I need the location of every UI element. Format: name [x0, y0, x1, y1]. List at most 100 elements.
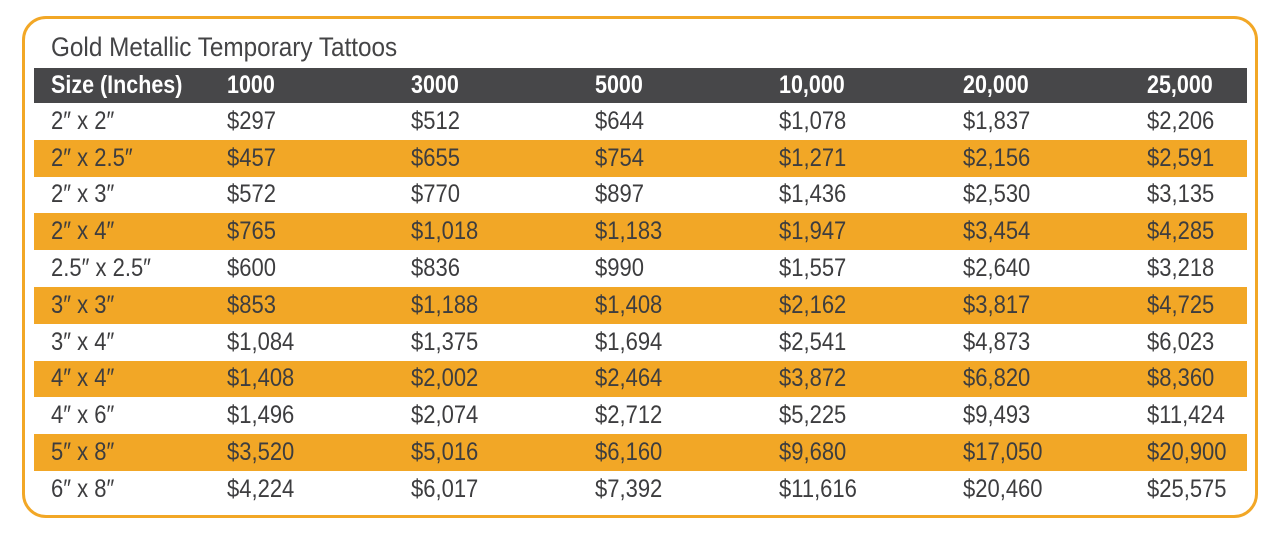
price-cell: $1,557 — [779, 250, 963, 287]
price-cell: $3,520 — [227, 434, 411, 471]
table-header-row: Size (Inches) 1000 3000 5000 10,000 20,000 25,… — [34, 68, 1247, 103]
price-value: $836 — [411, 254, 460, 283]
table-row: 3″ x 4″ $1,084 $1,375 $1,694 $2,541 $4,873 $6,… — [34, 324, 1247, 361]
price-cell: $644 — [595, 103, 779, 140]
price-value: $3,817 — [963, 290, 1031, 319]
price-cell: $6,160 — [595, 434, 779, 471]
column-header-label: 10,000 — [779, 71, 845, 99]
price-cell: $20,900 — [1147, 434, 1247, 471]
price-value: $1,408 — [227, 364, 295, 393]
price-cell: $990 — [595, 250, 779, 287]
table-row: 4″ x 6″ $1,496 $2,074 $2,712 $5,225 $9,493 $11… — [34, 397, 1247, 434]
price-value: $1,271 — [779, 143, 847, 172]
price-cell: $1,496 — [227, 397, 411, 434]
price-value: $25,575 — [1147, 474, 1227, 503]
price-value: $17,050 — [963, 438, 1043, 467]
size-label: 2″ x 2.5″ — [51, 143, 133, 172]
price-cell: $2,712 — [595, 397, 779, 434]
column-header-label: 20,000 — [963, 71, 1029, 99]
price-value: $1,018 — [411, 217, 479, 246]
table-row: 3″ x 3″ $853 $1,188 $1,408 $2,162 $3,817 $4,72… — [34, 286, 1247, 324]
column-header: 5000 — [595, 68, 779, 103]
price-cell: $765 — [227, 213, 411, 251]
price-value: $297 — [227, 106, 276, 135]
price-value: $20,460 — [963, 474, 1043, 503]
price-value: $1,947 — [779, 217, 847, 246]
price-value: $6,023 — [1147, 327, 1215, 356]
column-header: 25,000 — [1147, 68, 1247, 103]
size-cell: 2.5″ x 2.5″ — [34, 250, 227, 287]
price-value: $7,392 — [595, 474, 663, 503]
column-header-label: 3000 — [411, 71, 459, 99]
price-cell: $2,206 — [1147, 103, 1247, 140]
price-cell: $4,285 — [1147, 213, 1247, 251]
price-cell: $11,616 — [779, 471, 963, 508]
price-value: $3,135 — [1147, 180, 1215, 209]
price-value: $1,837 — [963, 106, 1031, 135]
price-value: $457 — [227, 143, 276, 172]
price-cell: $5,225 — [779, 397, 963, 434]
price-cell: $457 — [227, 139, 411, 177]
price-cell: $25,575 — [1147, 471, 1247, 508]
price-value: $6,160 — [595, 438, 663, 467]
size-cell: 2″ x 2.5″ — [34, 139, 227, 177]
price-cell: $1,271 — [779, 139, 963, 177]
price-value: $1,084 — [227, 327, 295, 356]
table-body: 2″ x 2″ $297 $512 $644 $1,078 $1,837 $2,206 2″ … — [34, 103, 1247, 508]
price-value: $2,530 — [963, 180, 1031, 209]
column-header-label: 25,000 — [1147, 71, 1213, 99]
price-value: $765 — [227, 217, 276, 246]
column-header: Size (Inches) — [34, 68, 227, 103]
price-value: $512 — [411, 106, 460, 135]
price-cell: $1,408 — [595, 286, 779, 324]
price-value: $4,224 — [227, 474, 295, 503]
price-value: $2,206 — [1147, 106, 1215, 135]
price-value: $990 — [595, 254, 644, 283]
size-label: 4″ x 4″ — [51, 364, 115, 393]
size-cell: 5″ x 8″ — [34, 434, 227, 471]
price-cell: $1,408 — [227, 360, 411, 398]
price-value: $1,408 — [595, 290, 663, 319]
price-value: $9,680 — [779, 438, 847, 467]
price-cell: $2,074 — [411, 397, 595, 434]
price-table-card: Gold Metallic Temporary Tattoos Size (In… — [22, 16, 1258, 518]
size-cell: 6″ x 8″ — [34, 471, 227, 508]
price-value: $1,078 — [779, 106, 847, 135]
price-value: $1,183 — [595, 217, 663, 246]
column-header: 20,000 — [963, 68, 1147, 103]
price-cell: $754 — [595, 139, 779, 177]
column-header: 3000 — [411, 68, 595, 103]
price-cell: $600 — [227, 250, 411, 287]
price-value: $2,162 — [779, 290, 847, 319]
size-label: 3″ x 3″ — [51, 290, 115, 319]
table-row: 2″ x 2″ $297 $512 $644 $1,078 $1,837 $2,206 — [34, 103, 1247, 140]
price-cell: $3,135 — [1147, 177, 1247, 214]
price-cell: $836 — [411, 250, 595, 287]
price-value: $2,712 — [595, 401, 663, 430]
price-value: $6,820 — [963, 364, 1031, 393]
price-cell: $3,817 — [963, 286, 1147, 324]
size-cell: 3″ x 4″ — [34, 324, 227, 361]
price-value: $4,873 — [963, 327, 1031, 356]
table-row: 4″ x 4″ $1,408 $2,002 $2,464 $3,872 $6,820 $8,… — [34, 360, 1247, 398]
price-cell: $20,460 — [963, 471, 1147, 508]
size-label: 4″ x 6″ — [51, 401, 115, 430]
price-value: $644 — [595, 106, 644, 135]
price-cell: $2,591 — [1147, 139, 1247, 177]
price-value: $2,464 — [595, 364, 663, 393]
size-label: 2″ x 3″ — [51, 180, 115, 209]
column-header: 1000 — [227, 68, 411, 103]
price-cell: $1,436 — [779, 177, 963, 214]
price-value: $4,725 — [1147, 290, 1215, 319]
size-cell: 4″ x 6″ — [34, 397, 227, 434]
size-label: 2″ x 4″ — [51, 217, 115, 246]
price-value: $2,591 — [1147, 143, 1215, 172]
price-value: $2,541 — [779, 327, 847, 356]
column-header-label: 5000 — [595, 71, 643, 99]
price-value: $572 — [227, 180, 276, 209]
price-cell: $3,454 — [963, 213, 1147, 251]
price-value: $754 — [595, 143, 644, 172]
table-row: 2.5″ x 2.5″ $600 $836 $990 $1,557 $2,640 $3,21… — [34, 250, 1247, 287]
price-cell: $2,156 — [963, 139, 1147, 177]
price-cell: $9,493 — [963, 397, 1147, 434]
